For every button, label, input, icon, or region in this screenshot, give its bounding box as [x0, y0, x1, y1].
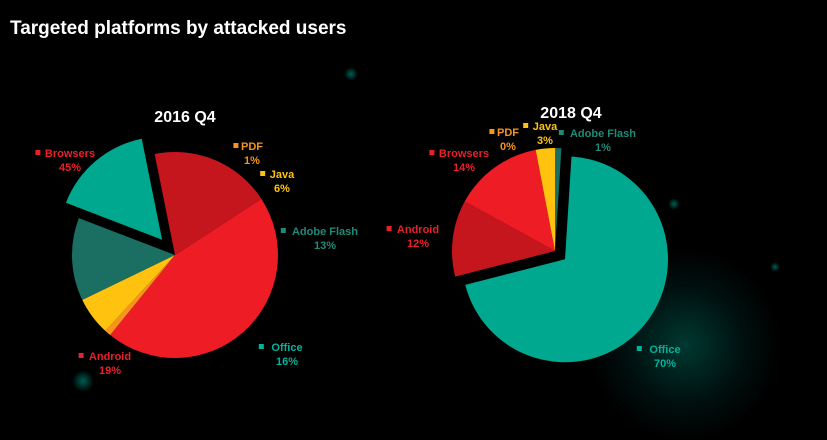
slice-value-java: 3%	[537, 135, 553, 147]
legend-marker-office	[636, 346, 642, 351]
slice-label-adobe-flash: Adobe Flash	[570, 128, 636, 140]
pie-slice-java	[535, 148, 555, 251]
legend-marker-pdf	[489, 129, 495, 134]
slice-value-android: 12%	[407, 238, 429, 250]
pie-slice-adobe-flash	[555, 148, 562, 251]
pie-slice-android	[154, 152, 262, 255]
legend-marker-java	[523, 123, 529, 128]
slice-value-office: 70%	[654, 358, 676, 370]
pie-slice-adobe-flash	[72, 218, 175, 300]
background-dot	[770, 262, 780, 272]
slice-label-adobe-flash: Adobe Flash	[292, 226, 358, 238]
slice-value-adobe-flash: 13%	[314, 240, 336, 252]
pie-slice-office	[465, 156, 669, 363]
background-dot	[344, 67, 358, 81]
slice-label-browsers: Browsers	[439, 148, 489, 160]
slice-value-adobe-flash: 1%	[595, 142, 611, 154]
pie-slice-java	[82, 255, 175, 331]
legend-marker-adobe-flash	[558, 130, 564, 135]
slice-label-android: Android	[89, 351, 131, 363]
slice-labels: Browsers 45% PDF 1% Java 6% Adobe Flash 13% Offi…	[35, 121, 681, 377]
legend-marker-browsers	[35, 150, 41, 155]
chart-title-2018: 2018 Q4	[540, 105, 601, 122]
legend-marker-adobe-flash	[280, 228, 286, 233]
slice-label-pdf: PDF	[497, 127, 519, 139]
pie-slice-office	[65, 138, 163, 240]
background-dot	[72, 370, 94, 392]
slice-value-android: 19%	[99, 365, 121, 377]
slice-value-browsers: 45%	[59, 162, 81, 174]
pie-slice-android	[451, 201, 555, 277]
legend-marker-browsers	[429, 150, 435, 155]
slice-value-pdf: 0%	[500, 141, 516, 153]
pie-2018	[451, 148, 669, 363]
pie-slice-pdf	[105, 255, 175, 336]
slice-value-browsers: 14%	[453, 162, 475, 174]
slice-value-office: 16%	[276, 356, 298, 368]
slice-label-office: Office	[271, 342, 302, 354]
slice-label-java: Java	[270, 169, 295, 181]
slice-label-browsers: Browsers	[45, 148, 95, 160]
slice-label-android: Android	[397, 224, 439, 236]
legend-marker-pdf	[233, 143, 239, 148]
legend-marker-android	[386, 226, 392, 231]
slice-value-java: 6%	[274, 183, 290, 195]
pie-2016	[65, 138, 278, 358]
slice-value-pdf: 1%	[244, 155, 260, 167]
background-dot	[668, 198, 680, 210]
pie-slice-browsers	[464, 149, 555, 251]
legend-marker-java	[260, 171, 266, 176]
pie-slice-browsers	[110, 198, 278, 358]
chart-title-2016: 2016 Q4	[154, 109, 215, 126]
slice-label-office: Office	[649, 344, 680, 356]
legend-marker-android	[78, 353, 84, 358]
pie-charts: 2016 Q4 2018 Q4 Browsers 45% PDF 1% Java 6% Ad…	[35, 105, 681, 377]
slice-label-java: Java	[533, 121, 558, 133]
page-title: Targeted platforms by attacked users	[10, 18, 347, 39]
legend-marker-office	[258, 344, 264, 349]
slice-label-pdf: PDF	[241, 141, 263, 153]
